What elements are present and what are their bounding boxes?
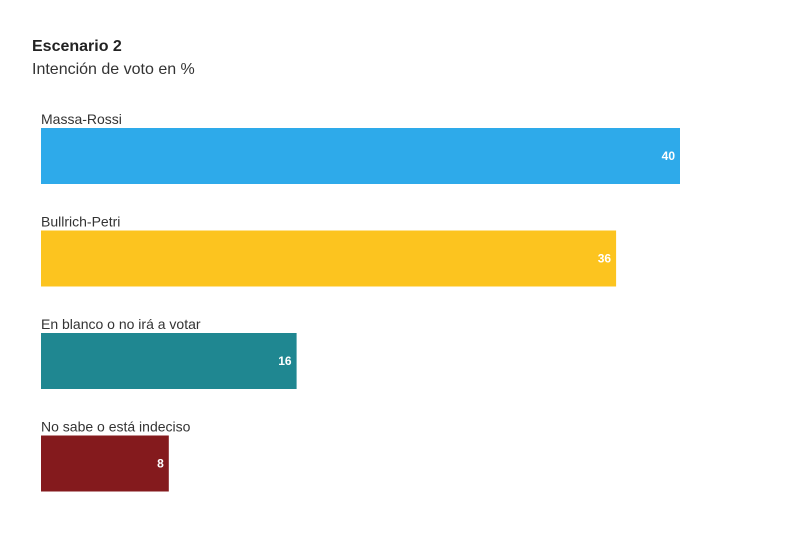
bar-group: No sabe o está indeciso 8 bbox=[41, 419, 191, 492]
value-label: 8 bbox=[157, 457, 164, 471]
bar bbox=[41, 230, 617, 287]
value-label: 36 bbox=[598, 252, 612, 266]
chart-title: Escenario 2 bbox=[32, 38, 122, 55]
bar bbox=[41, 435, 169, 492]
category-label: Bullrich-Petri bbox=[41, 214, 120, 230]
value-label: 16 bbox=[278, 354, 292, 368]
value-label: 40 bbox=[662, 149, 676, 163]
bar-group: En blanco o no irá a votar 16 bbox=[41, 316, 297, 389]
category-label: En blanco o no irá a votar bbox=[41, 316, 201, 332]
category-label: No sabe o está indeciso bbox=[41, 419, 191, 435]
bar-group: Bullrich-Petri 36 bbox=[41, 214, 617, 287]
category-label: Massa-Rossi bbox=[41, 111, 122, 127]
chart-subtitle: Intención de voto en % bbox=[32, 61, 195, 78]
bar bbox=[41, 128, 680, 184]
bar bbox=[41, 333, 297, 389]
bar-group: Massa-Rossi 40 bbox=[41, 111, 680, 184]
